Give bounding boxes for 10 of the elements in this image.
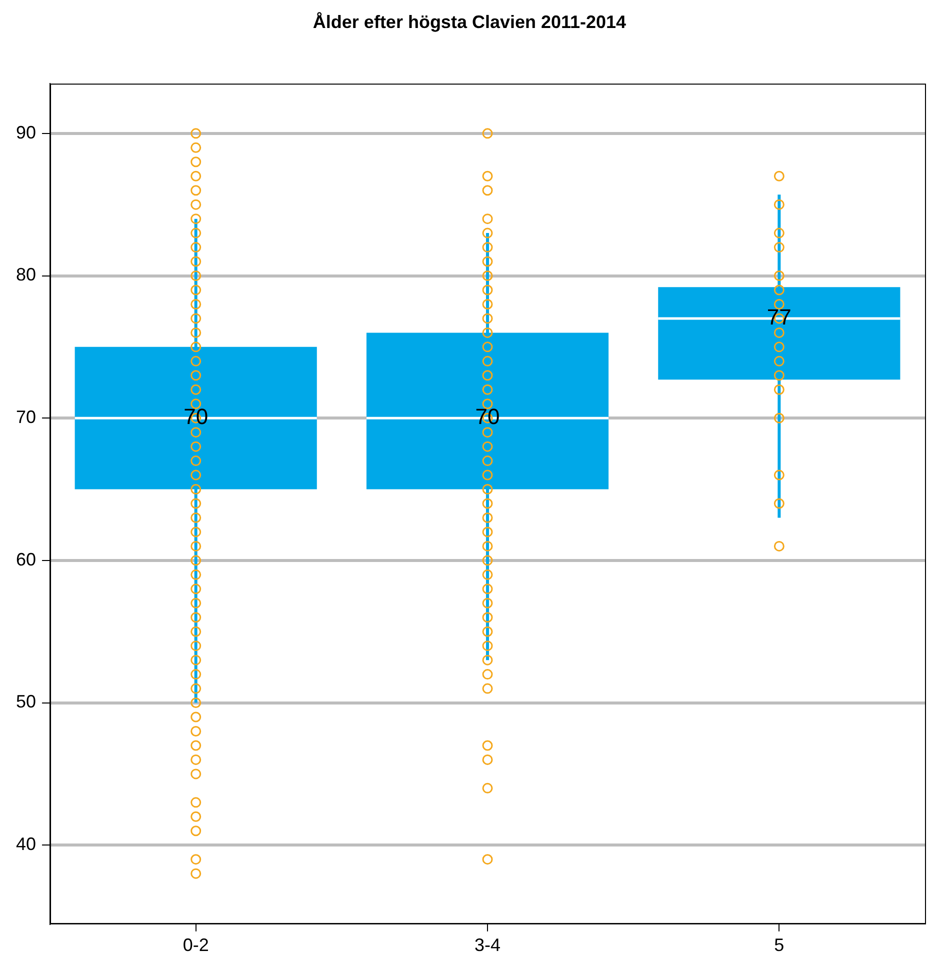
- y-tick-label: 50: [16, 692, 36, 712]
- x-tick-label: 0-2: [182, 935, 209, 956]
- y-tick-label: 60: [16, 549, 36, 570]
- x-tick-label: 3-4: [474, 935, 501, 956]
- y-tick-label: 40: [16, 834, 36, 854]
- y-tick-label: 80: [16, 264, 36, 285]
- chart-title: Ålder efter högsta Clavien 2011-2014: [312, 12, 626, 32]
- x-tick-label: 5: [774, 935, 784, 956]
- y-tick-label: 70: [16, 407, 36, 428]
- y-tick-label: 90: [16, 122, 36, 142]
